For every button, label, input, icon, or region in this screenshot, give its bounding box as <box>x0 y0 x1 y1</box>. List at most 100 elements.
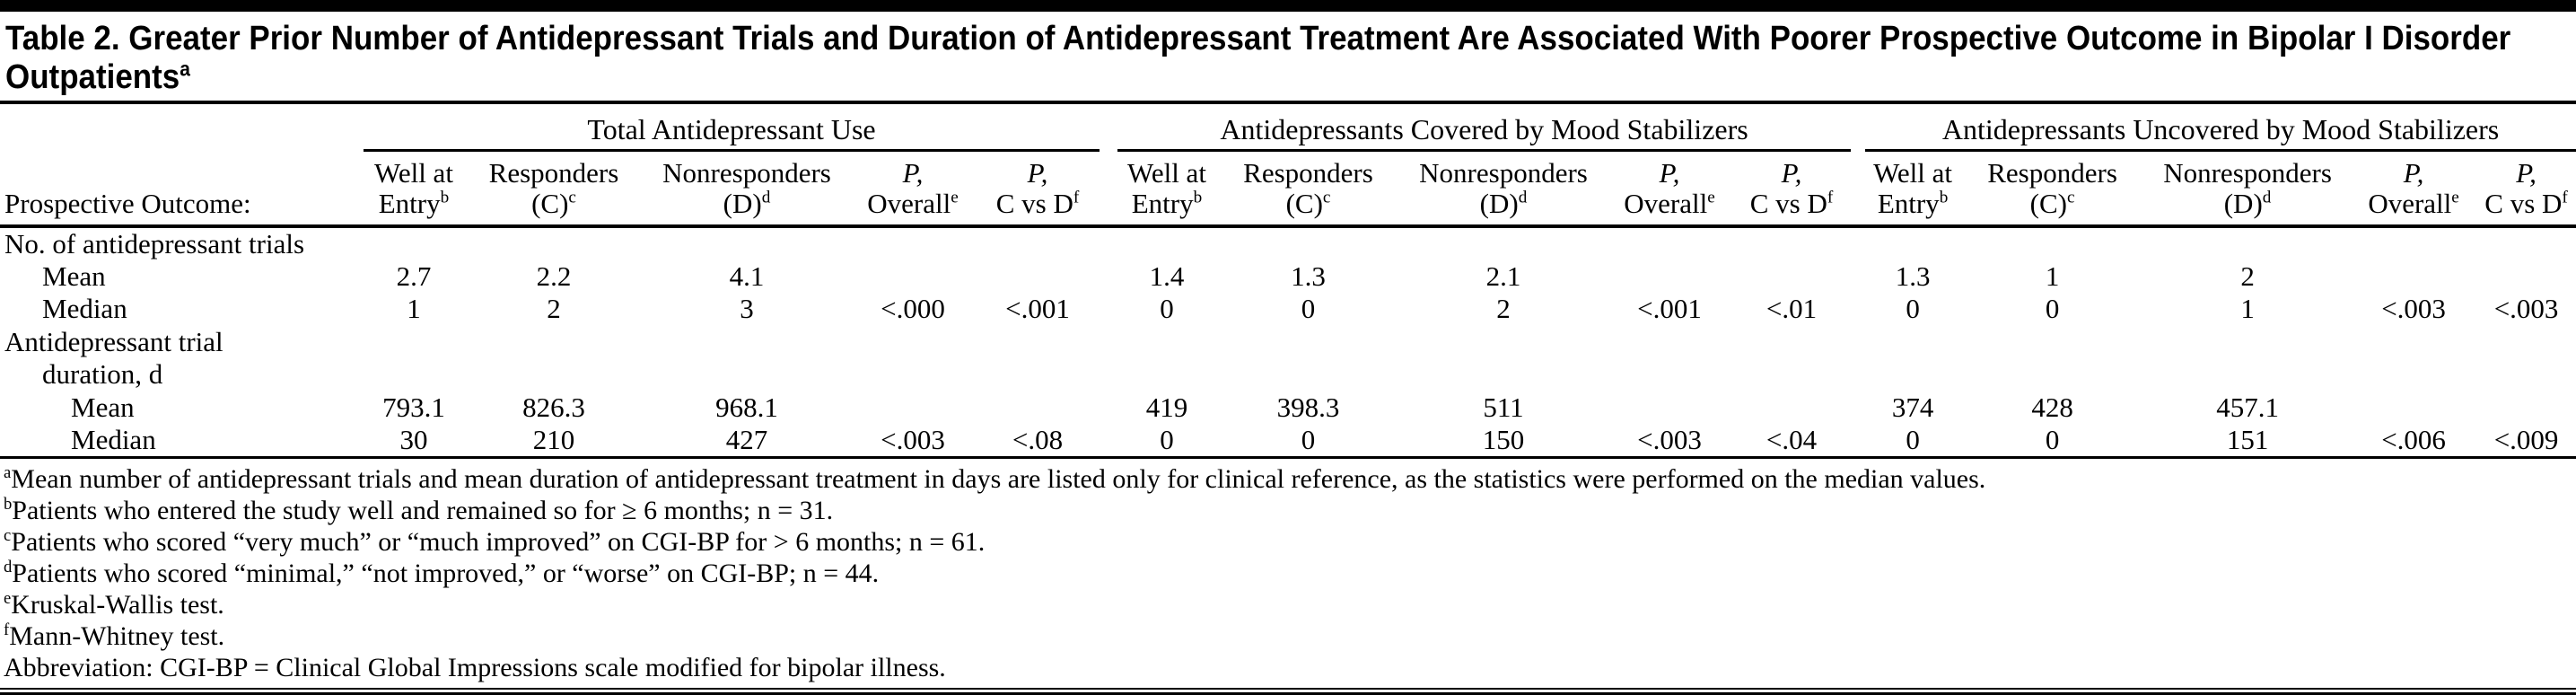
data-cell: 1.4 <box>1149 260 1185 292</box>
data-cell <box>976 325 1100 391</box>
data-cell: <.003 <box>1637 423 1702 455</box>
column-gap <box>1851 260 1865 293</box>
column-footnote-marker: b <box>440 188 450 207</box>
column-header-line2-text: Entry <box>378 188 441 220</box>
column-header-line2: Overalle <box>867 188 959 219</box>
section-row: Antidepressant trial duration, d <box>0 325 2576 391</box>
row-label-text: Median <box>42 292 127 324</box>
data-cell: <.003 <box>2493 292 2559 324</box>
data-cell: 2.7 <box>396 260 432 292</box>
column-header: Well at Entryb <box>1865 150 1961 229</box>
column-header-line1: Nonresponders <box>662 156 831 189</box>
column-header: Responders (C)c <box>1216 150 1400 229</box>
column-gap <box>1100 391 1117 424</box>
footnote-text: Mean number of antidepressant trials and… <box>11 463 1986 494</box>
column-footnote-marker: c <box>568 188 576 207</box>
footnote-line: dPatients who scored “minimal,” “not imp… <box>4 558 2576 589</box>
data-cell <box>464 325 644 391</box>
data-row: Mean 2.7 2.2 4.1 1.4 1.3 2.1 1.3 1 2 <box>0 260 2576 293</box>
row-label-text: Mean <box>42 260 106 292</box>
section-row: No. of antidepressant trials <box>0 226 2576 260</box>
data-cell: 2.2 <box>536 260 572 292</box>
column-header-line2-text: C vs D <box>2484 188 2563 220</box>
footnote-marker: a <box>4 462 12 482</box>
column-header-line2-text: Overall <box>1624 188 1708 220</box>
footnotes-block: aMean number of antidepressant trials an… <box>0 463 2576 683</box>
data-cell: 2 <box>2240 260 2255 292</box>
column-header: Responders (C)c <box>464 150 644 229</box>
footnote-line: aMean number of antidepressant trials an… <box>4 463 2576 495</box>
data-cell: <.001 <box>1637 292 1702 324</box>
rule-under-title <box>0 101 2576 105</box>
data-cell <box>1216 325 1400 391</box>
data-cell <box>850 226 976 260</box>
data-cell: 457.1 <box>2216 391 2279 423</box>
column-header-line2-text: Overall <box>867 188 951 220</box>
column-header-line1: Nonresponders <box>1419 156 1588 189</box>
data-cell <box>364 226 464 260</box>
data-cell: 0 <box>2045 292 2060 324</box>
column-header-line1: Nonresponders <box>2163 156 2332 189</box>
data-cell: <.04 <box>1766 423 1818 455</box>
column-gap <box>1851 226 1865 260</box>
data-cell: 1.3 <box>1291 260 1326 292</box>
data-cell <box>850 260 976 293</box>
column-gap <box>1851 109 1865 150</box>
row-label-text: Mean <box>71 391 135 423</box>
column-header-line1: Responders <box>1987 156 2117 189</box>
data-cell <box>464 226 644 260</box>
footnote-marker: d <box>4 557 13 576</box>
footnote-line: cPatients who scored “very much” or “muc… <box>4 526 2576 558</box>
data-row: Median 30 210 427 <.003 <.08 0 0 150 <.003 <.04 0 0 1… <box>0 424 2576 456</box>
footnote-marker: b <box>4 494 13 514</box>
footnote-line: bPatients who entered the study well and… <box>4 495 2576 526</box>
column-footnote-marker: d <box>761 188 771 207</box>
data-cell <box>1400 226 1607 260</box>
footnote-marker: e <box>4 588 12 608</box>
data-cell: <.01 <box>1766 292 1818 324</box>
column-footnote-marker: e <box>1707 188 1715 207</box>
column-header-line2-text: Entry <box>1131 188 1194 220</box>
column-footnote-marker: c <box>1322 188 1331 207</box>
data-cell: 0 <box>1906 292 1920 324</box>
column-header: P, Overalle <box>1607 150 1732 229</box>
column-footnote-marker: b <box>1193 188 1203 207</box>
column-footnote-marker: d <box>2262 188 2272 207</box>
column-gap <box>1100 424 1117 456</box>
column-header-line1: Well at <box>1127 156 1206 189</box>
data-cell: 427 <box>725 423 768 455</box>
data-cell <box>1400 325 1607 391</box>
row-label-text: Antidepressant trial <box>4 326 223 358</box>
column-header-line2: Entryb <box>1878 188 1948 219</box>
column-gap <box>1100 109 1117 150</box>
footnote-text: Mann-Whitney test. <box>9 620 225 651</box>
column-header-line2: (D)d <box>2224 188 2272 219</box>
column-gap <box>1851 391 1865 424</box>
column-gap <box>1851 293 1865 325</box>
column-header-line1: Well at <box>1873 156 1952 189</box>
data-cell: <.000 <box>881 292 945 324</box>
data-cell: 210 <box>532 423 575 455</box>
column-header-line2: C vs Df <box>996 188 1080 219</box>
column-header-line1: P, <box>1027 156 1048 189</box>
data-cell <box>976 260 1100 293</box>
column-header-line1: Responders <box>488 156 619 189</box>
column-header: P, Overalle <box>2351 150 2477 229</box>
column-gap <box>1100 150 1117 229</box>
row-label-text: No. of antidepressant trials <box>4 228 305 260</box>
data-cell <box>850 391 976 424</box>
column-header: P, Overalle <box>850 150 976 229</box>
data-cell <box>1216 226 1400 260</box>
column-header-line2-text: (D) <box>723 188 762 220</box>
data-cell: 398.3 <box>1276 391 1340 423</box>
column-footnote-marker: d <box>1518 188 1528 207</box>
column-header-line2: (C)c <box>2030 188 2075 219</box>
title-footnote-marker: a <box>180 56 190 80</box>
data-cell <box>1732 391 1851 424</box>
data-cell: 3 <box>740 292 754 324</box>
column-header-line2-text: (D) <box>2223 188 2263 220</box>
footnote-line: fMann-Whitney test. <box>4 620 2576 652</box>
column-header-line2: C vs Df <box>1750 188 1834 219</box>
column-gap <box>1100 260 1117 293</box>
data-cell: <.009 <box>2493 423 2559 455</box>
